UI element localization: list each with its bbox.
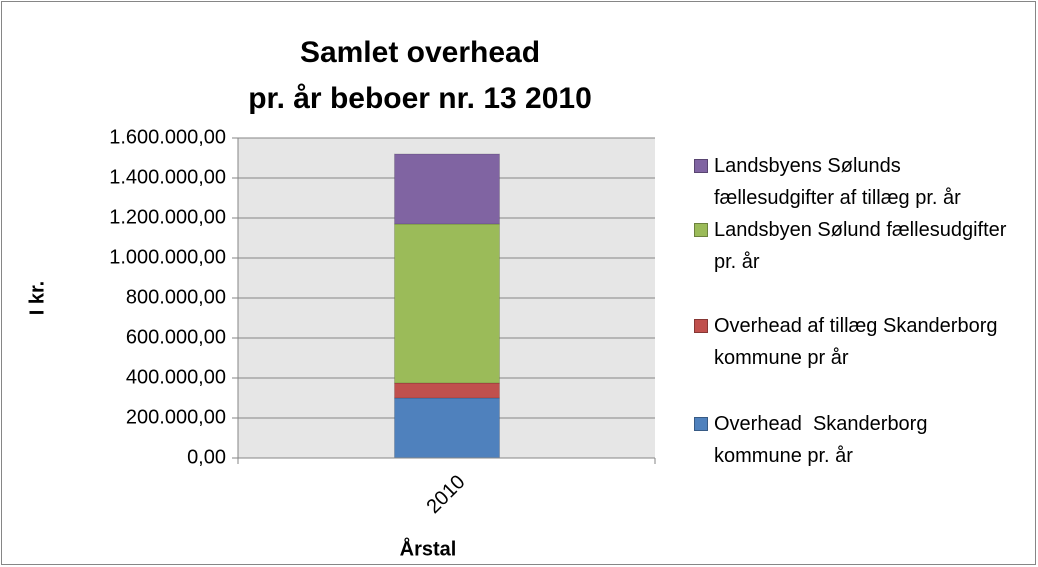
legend-entry: Landsbyen Sølund fællesudgifter pr. år bbox=[694, 214, 1014, 278]
chart-title: pr. år beboer nr. 13 2010 bbox=[248, 82, 592, 115]
y-tick-label: 200.000,00 bbox=[126, 406, 226, 428]
legend-swatch bbox=[694, 159, 708, 173]
legend-swatch bbox=[694, 223, 708, 237]
legend-swatch bbox=[694, 319, 708, 333]
bar-segment bbox=[394, 382, 500, 399]
legend-swatch bbox=[694, 417, 708, 431]
chart-title: Samlet overhead bbox=[300, 36, 540, 69]
y-tick-label: 600.000,00 bbox=[126, 326, 226, 348]
legend-entry: Overhead Skanderborg kommune pr. år bbox=[694, 408, 1014, 472]
legend-label: Landsbyen Sølund fællesudgifter pr. år bbox=[714, 219, 1012, 273]
bar-segment bbox=[394, 153, 500, 225]
y-axis-label: I kr. bbox=[26, 281, 48, 315]
bar-segment bbox=[394, 223, 500, 384]
y-tick-label: 1.000.000,00 bbox=[109, 246, 226, 268]
legend-label: Overhead af tillæg Skanderborg kommune p… bbox=[714, 315, 1004, 369]
legend-label: Overhead Skanderborg kommune pr. år bbox=[714, 413, 934, 467]
bar-segment bbox=[394, 397, 500, 459]
legend-entry: Overhead af tillæg Skanderborg kommune p… bbox=[694, 310, 1014, 374]
y-tick-label: 800.000,00 bbox=[126, 286, 226, 308]
y-tick-label: 0,00 bbox=[187, 446, 226, 468]
legend-label: Landsbyens Sølunds fællesudgifter af til… bbox=[714, 155, 961, 209]
x-axis-label: Årstal bbox=[400, 536, 457, 560]
y-tick-label: 1.600.000,00 bbox=[109, 126, 226, 148]
y-tick-label: 1.200.000,00 bbox=[109, 206, 226, 228]
y-tick-label: 400.000,00 bbox=[126, 366, 226, 388]
legend-entry: Landsbyens Sølunds fællesudgifter af til… bbox=[694, 150, 1014, 214]
y-tick-label: 1.400.000,00 bbox=[109, 166, 226, 188]
